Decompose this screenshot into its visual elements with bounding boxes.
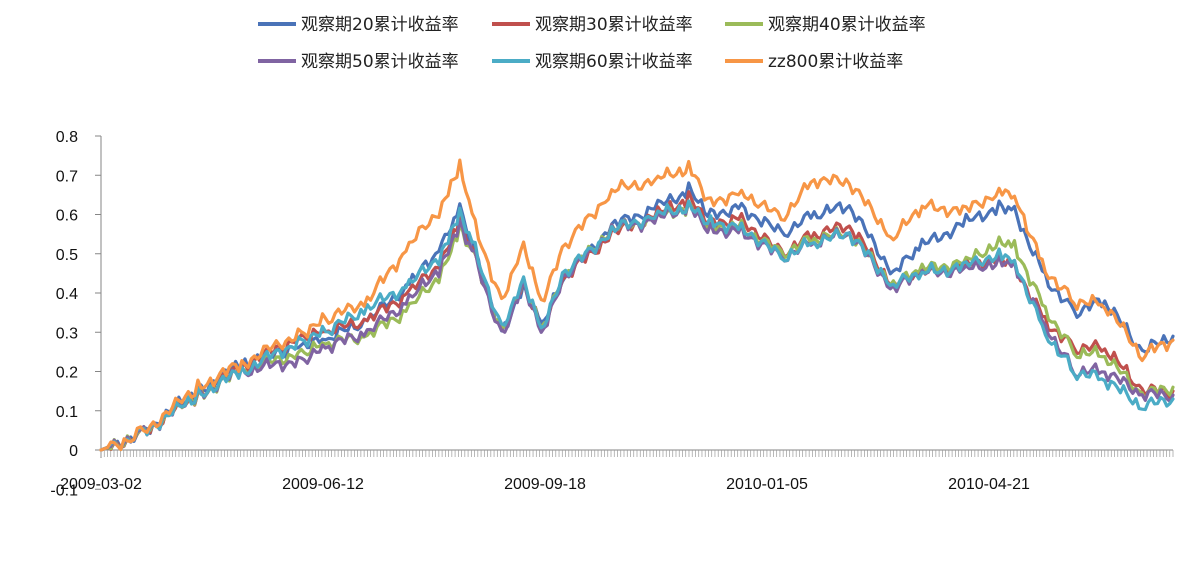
x-tick-label-2: 2009-09-18 [504, 476, 586, 493]
series-line-5 [99, 199, 1175, 452]
y-tick-label-8: 0.7 [56, 168, 78, 185]
y-tick-label-5: 0.4 [56, 286, 78, 303]
legend-label-4: 观察期50累计收益率 [301, 52, 459, 72]
x-tick-label-0: 2009-03-02 [60, 476, 142, 493]
y-tick-label-4: 0.3 [56, 325, 78, 342]
x-tick-label-3: 2010-01-05 [726, 476, 808, 493]
x-tick-label-1: 2009-06-12 [282, 476, 364, 493]
series-line-4 [99, 200, 1175, 452]
series-line-2 [99, 190, 1175, 452]
series-line-6 [99, 158, 1175, 452]
legend-label-3: 观察期40累计收益率 [768, 15, 926, 35]
legend-label-1: 观察期20累计收益率 [301, 15, 459, 35]
y-axis: -0.1 0 0.1 0.2 0.3 0.4 0.5 0.6 0.7 0.8 [50, 129, 102, 499]
legend-label-5: 观察期60累计收益率 [535, 52, 693, 72]
y-tick-label-3: 0.2 [56, 365, 78, 382]
series-line-3 [99, 199, 1175, 452]
y-tick-label-1: 0 [69, 443, 78, 460]
legend: 观察期20累计收益率 观察期30累计收益率 观察期40累计收益率观察期50累计收益率… [258, 15, 926, 72]
series-group [99, 158, 1175, 452]
y-tick-label-2: 0.1 [56, 404, 78, 421]
x-axis: 2009-03-02 2009-06-12 2009-09-18 2010-01-05… [60, 449, 1174, 493]
legend-label-2: 观察期30累计收益率 [535, 15, 693, 35]
y-tick-label-9: 0.8 [56, 129, 78, 146]
y-tick-label-0: -0.1 [50, 482, 78, 499]
legend-label-6: zz800累计收益率 [768, 52, 903, 72]
y-tick-label-6: 0.5 [56, 247, 78, 264]
y-tick-label-7: 0.6 [56, 208, 78, 225]
x-tick-label-4: 2010-04-21 [948, 476, 1030, 493]
